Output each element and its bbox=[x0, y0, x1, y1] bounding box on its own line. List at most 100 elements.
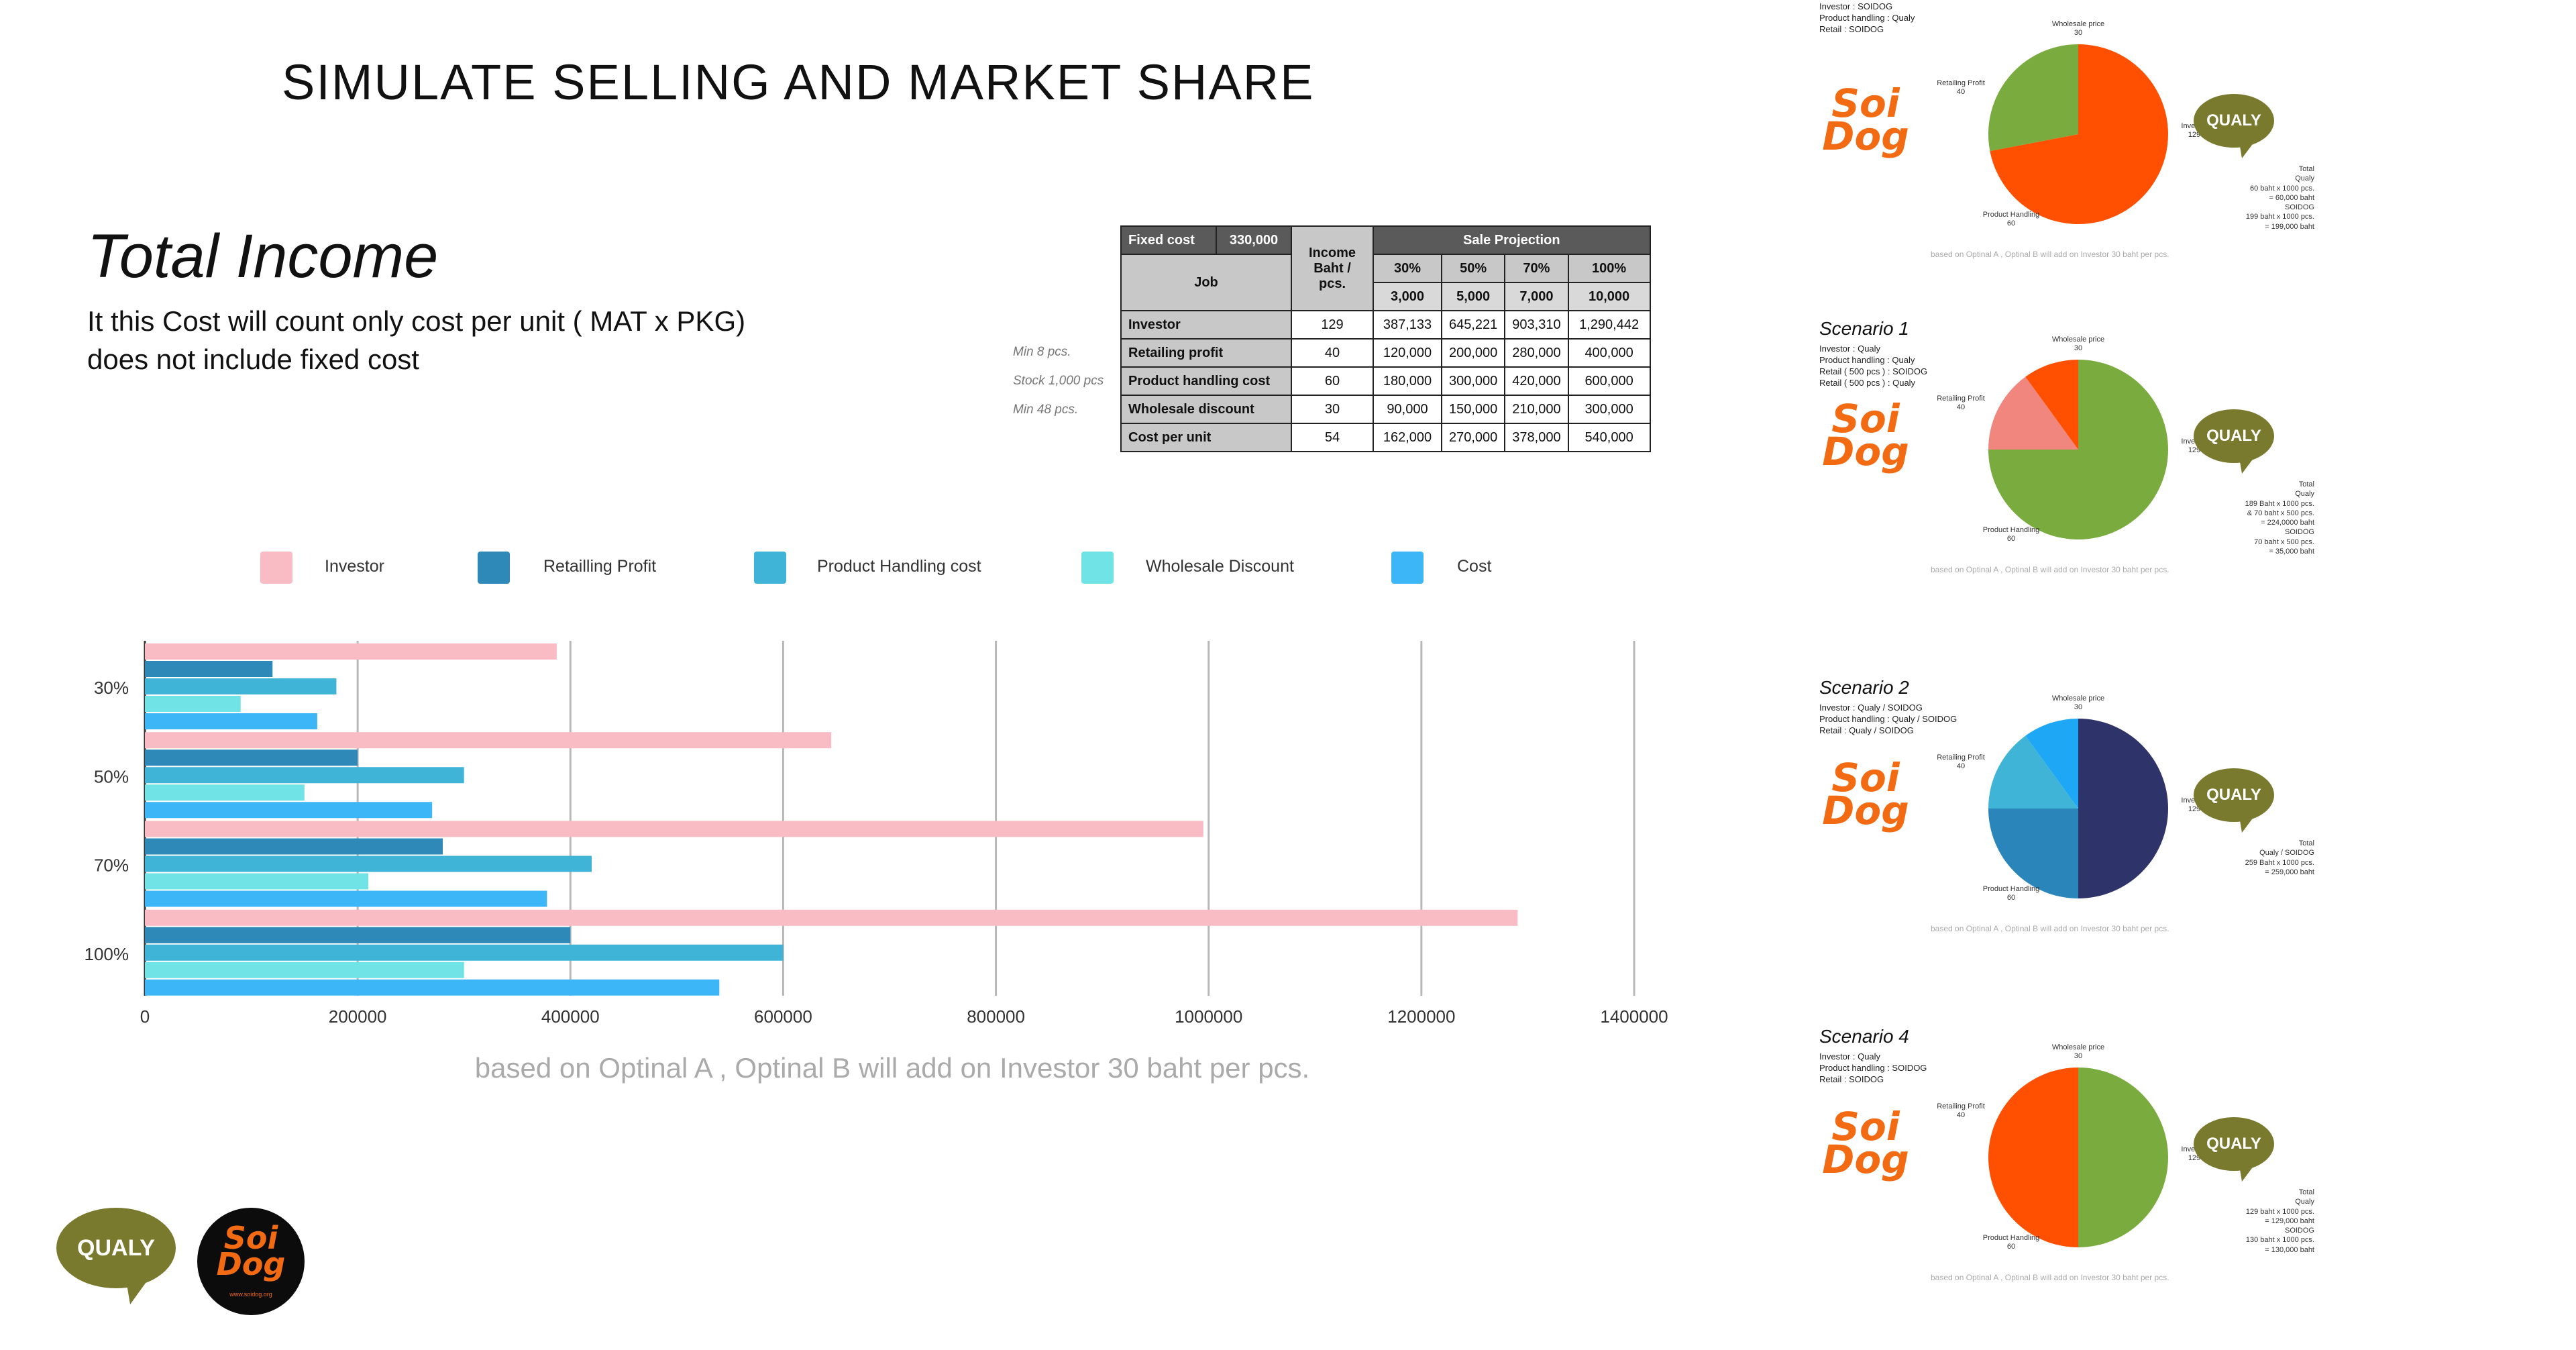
qualy-logo-tail bbox=[126, 1280, 148, 1304]
scenario-total: Total Qualy 129 baht x 1000 pcs. = 129,0… bbox=[2245, 1188, 2314, 1254]
pie-slice bbox=[2025, 360, 2078, 450]
soidog-round-logo: Soi Dog www.soidog.org bbox=[197, 1208, 305, 1315]
row-value: 120,000 bbox=[1373, 338, 1442, 368]
x-tick-label: 1200000 bbox=[1387, 1006, 1455, 1027]
row-value: 903,310 bbox=[1504, 310, 1569, 340]
soidog-logo: Soi Dog bbox=[1822, 396, 1909, 475]
row-value: 387,133 bbox=[1373, 310, 1442, 340]
row-job: Investor bbox=[1120, 310, 1292, 340]
bar-cost bbox=[145, 802, 433, 819]
pie-label-wholesale: Wholesale price 30 bbox=[2051, 694, 2105, 712]
x-tick-label: 400000 bbox=[541, 1006, 600, 1027]
scenario-total: Total Qualy / SOIDOG 259 Baht x 1000 pcs… bbox=[2245, 839, 2314, 876]
row-value: 540,000 bbox=[1567, 423, 1651, 452]
quantity-header: 7,000 bbox=[1504, 282, 1569, 311]
pie-label-retail: Retailing Profit 40 bbox=[1937, 754, 1985, 771]
table-row: Cost per unit 54 162,000 270,000 378,000… bbox=[1120, 423, 1651, 452]
scenario-meta: Investor : Qualy / SOIDOG Product handli… bbox=[1819, 703, 1957, 735]
scenario-meta: Investor : SOIDOG Product handling : Qua… bbox=[1819, 1, 1915, 34]
x-tick-label: 1000000 bbox=[1175, 1006, 1242, 1027]
bar-product-handling-cost bbox=[145, 855, 592, 872]
y-category-label: 100% bbox=[85, 944, 129, 964]
row-value: 300,000 bbox=[1440, 366, 1506, 396]
soidog-logo: Soi Dog bbox=[1822, 1104, 1909, 1183]
legend-swatch-handling bbox=[754, 552, 786, 584]
x-tick-label: 600000 bbox=[754, 1006, 812, 1027]
pie-slice bbox=[1988, 376, 2078, 450]
bar-wholesale-discount bbox=[145, 784, 305, 801]
pie-label-handling: Product Handling 60 bbox=[1982, 526, 2040, 543]
qualy-logo-tail bbox=[2239, 817, 2254, 833]
row-value: 645,221 bbox=[1440, 310, 1506, 340]
pie-slice bbox=[2025, 719, 2078, 809]
row-job: Cost per unit bbox=[1120, 423, 1292, 452]
qualy-logo: QUALY bbox=[2194, 409, 2274, 463]
row-value: 210,000 bbox=[1504, 395, 1569, 424]
legend-label-investor: Investor bbox=[325, 557, 384, 576]
pie-label-wholesale: Wholesale price 30 bbox=[2051, 335, 2105, 353]
bar-investor bbox=[145, 732, 832, 749]
row-job: Retailing profit bbox=[1120, 338, 1292, 368]
row-value: 200,000 bbox=[1440, 338, 1506, 368]
row-job: Wholesale discount bbox=[1120, 395, 1292, 424]
scenario-note: based on Optinal A , Optinal B will add … bbox=[1931, 250, 2169, 259]
table-row: Wholesale discount 30 90,000 150,000 210… bbox=[1120, 395, 1651, 424]
row-value: 1,290,442 bbox=[1567, 310, 1651, 340]
quantity-header: 10,000 bbox=[1567, 282, 1651, 311]
fixed-cost-label: Fixed cost bbox=[1120, 225, 1217, 255]
row-income: 54 bbox=[1291, 423, 1374, 452]
bar-retailling-profit bbox=[145, 927, 571, 943]
row-income: 60 bbox=[1291, 366, 1374, 396]
bar-cost bbox=[145, 713, 317, 729]
scenario-title: Scenario 1 bbox=[1819, 318, 1909, 339]
job-column-header: Job bbox=[1120, 254, 1292, 311]
bar-retailling-profit bbox=[145, 661, 273, 677]
scenario-title: Scenario 4 bbox=[1819, 1026, 1909, 1047]
qualy-logo-text: QUALY bbox=[56, 1208, 176, 1288]
legend-swatch-retailling bbox=[478, 552, 510, 584]
pie-label-handling: Product Handling 60 bbox=[1982, 1234, 2040, 1251]
qualy-logo-tail bbox=[2239, 458, 2254, 474]
quantity-header: 3,000 bbox=[1373, 282, 1442, 311]
x-tick-label: 200000 bbox=[329, 1006, 387, 1027]
soidog-logo: Soi Dog bbox=[1822, 81, 1909, 160]
pie-slice bbox=[2078, 719, 2168, 898]
percent-header: 30% bbox=[1373, 254, 1442, 283]
scenario-note: based on Optinal A , Optinal B will add … bbox=[1931, 1273, 2169, 1282]
row-value: 280,000 bbox=[1504, 338, 1569, 368]
y-category-label: 70% bbox=[94, 855, 129, 876]
scenario-total: Total Qualy 189 Baht x 1000 pcs. & 70 ba… bbox=[2245, 480, 2314, 556]
y-category-label: 30% bbox=[94, 678, 129, 698]
bar-wholesale-discount bbox=[145, 873, 368, 890]
legend-label-wholesale: Wholesale Discount bbox=[1146, 557, 1294, 576]
bar-chart: 0 200000 400000 600000 800000 1000000 1200000 1… bbox=[85, 641, 1668, 1027]
pie-label-wholesale: Wholesale price 30 bbox=[2051, 1043, 2105, 1061]
legend-swatch-cost bbox=[1391, 552, 1424, 584]
sale-projection-table: Fixed cost 330,000 Income Baht / pcs. Sa… bbox=[1120, 225, 1651, 452]
qualy-logo-tail bbox=[2239, 1165, 2254, 1182]
x-tick-label: 0 bbox=[140, 1006, 150, 1027]
x-tick-label: 800000 bbox=[967, 1006, 1025, 1027]
scenario-title: Scenario 2 bbox=[1819, 677, 1909, 698]
row-value: 420,000 bbox=[1504, 366, 1569, 396]
pie-slice bbox=[1988, 44, 2078, 152]
soidog-logo-text: Soi Dog bbox=[216, 1220, 286, 1283]
bar-cost bbox=[145, 979, 720, 996]
qualy-logo: QUALY bbox=[2194, 768, 2274, 822]
table-row: Retailing profit 40 120,000 200,000 280,… bbox=[1120, 338, 1651, 368]
row-value: 400,000 bbox=[1567, 338, 1651, 368]
cost-note-line-2: does not include fixed cost bbox=[87, 344, 419, 375]
percent-header: 100% bbox=[1567, 254, 1651, 283]
pie-label-retail: Retailing Profit 40 bbox=[1937, 79, 1985, 97]
pie-slice bbox=[1988, 1068, 2078, 1247]
qualy-logo: QUALY bbox=[2194, 94, 2274, 148]
scenario-note: based on Optinal A , Optinal B will add … bbox=[1931, 924, 2169, 933]
pie-slice bbox=[1990, 44, 2168, 224]
bar-wholesale-discount bbox=[145, 696, 241, 712]
bar-cost bbox=[145, 890, 547, 907]
pie-label-retail: Retailing Profit 40 bbox=[1937, 395, 1985, 412]
side-note-min-48: Min 48 pcs. bbox=[1013, 403, 1079, 417]
income-column-header: Income Baht / pcs. bbox=[1291, 225, 1374, 311]
sale-projection-header: Sale Projection bbox=[1373, 225, 1651, 255]
row-value: 90,000 bbox=[1373, 395, 1442, 424]
